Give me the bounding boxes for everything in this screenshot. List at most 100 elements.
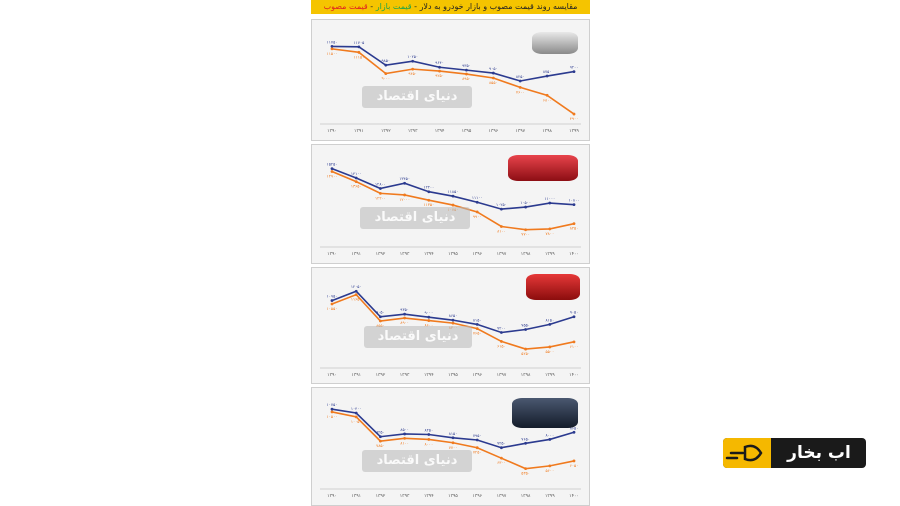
official-data-label: ۶۰۵۰ [570,463,579,468]
x-tick-label: ۱۳۹۷ [497,372,507,378]
x-tick-label: ۱۳۹۳ [400,493,410,499]
market-data-label: ۸۲۵۰ [516,74,525,79]
market-data-label: ۸۰۰۰ [546,432,555,437]
market-data-label: ۱۰۲۵۰ [496,202,507,207]
official-data-label: ۱۰۰۵۰ [351,419,362,424]
x-tick-label: ۱۳۹۵ [448,372,458,378]
market-data-label: ۱۱۸۵۰ [448,189,459,194]
market-data-label: ۱۱۷۰۵ [354,40,365,45]
logo-text: اب بخار [787,443,851,463]
market-series-line [331,45,575,82]
market-point [545,74,549,78]
official-data-label: ۸۱۰۰ [497,228,506,233]
header-title: مقایسه روند قیمت مصوب و بازار خودرو به د… [419,2,578,11]
official-data-label: ۱۲۰۰۰ [399,197,410,202]
official-point [427,438,431,441]
market-data-label: ۹۳۵۰ [400,307,409,312]
logo-mark-icon [723,438,771,468]
market-data-label: ۱۰۹۵۰ [327,294,338,299]
x-tick-label: ۱۳۹۶ [472,251,482,257]
market-point [572,203,576,207]
x-tick-label: ۱۳۹۰ [327,251,337,257]
official-point [427,319,431,322]
official-point [330,302,334,306]
x-tick-label: ۱۳۹۳ [400,251,410,257]
market-data-label: ۷۶۵۰ [521,436,530,441]
market-point [500,207,503,211]
market-data-label: ۸۱۵۰ [449,431,458,436]
x-tick-label: ۱۳۹۲ [376,251,386,257]
x-tick-label: ۱۳۹۰ [327,128,337,134]
market-data-label: ۸۲۵۰ [376,430,385,435]
official-data-label: ۴۹۰۰ [570,116,579,121]
market-point [427,190,431,194]
market-point [491,71,495,75]
ab-bokhar-logo: اب بخار [723,438,866,468]
official-data-label: ۵۳۵۰ [521,471,530,476]
official-data-label: ۶۱۵۰ [497,343,506,348]
x-tick-label: ۱۳۹۸ [521,251,531,257]
market-point [524,441,527,445]
market-point [330,44,334,48]
x-tick-label: ۱۳۹۹ [545,493,555,499]
official-point [545,93,549,97]
market-data-label: ۸۱۵۰ [473,317,482,322]
official-point [572,459,576,463]
official-data-label: ۸۹۰۰ [400,320,409,325]
official-data-label: ۸۴۵۰ [570,226,579,231]
chart-4-svg: ۱۳۹۰ ۱۳۹۱ ۱۳۹۲ ۱۳۹۳ ۱۳۹۴ ۱۳۹۵ ۱۳۹۶ ۱۳۹۷ ۱۳۹۸ ۱۳۹۹… [320,402,581,499]
x-tick-label: ۱۳۹۹ [545,251,555,257]
official-data-label: ۷۶۵۰ [473,331,482,336]
official-data-label: ۷۶۰۰ [516,89,525,94]
market-point [572,70,576,73]
official-point [403,193,406,197]
official-point [330,410,334,414]
official-data-label: ۷۲۵۰ [473,450,482,455]
official-point [548,345,552,349]
market-point [451,194,455,198]
x-tick-label: ۱۳۹۹ [569,128,579,134]
official-data-label: ۷۸۰۰ [546,231,555,236]
official-point [572,222,576,226]
market-point [451,436,455,440]
official-point [500,340,503,343]
official-point [524,347,527,351]
x-tick-label: ۱۳۹۳ [408,128,418,134]
x-tick-label: ۱۳۹۹ [545,372,555,378]
x-tick-label: ۱۳۹۸ [521,493,531,499]
market-point [475,323,479,326]
chart-panel-4: ۱۳۹۰ ۱۳۹۱ ۱۳۹۲ ۱۳۹۳ ۱۳۹۴ ۱۳۹۵ ۱۳۹۶ ۱۳۹۷ ۱۳۹۸ ۱۳۹۹… [311,387,590,506]
x-tick-label: ۱۳۹۲ [376,372,386,378]
official-point [357,50,361,54]
market-point [572,430,576,434]
official-data-label: ۸۰۰۰ [425,441,434,446]
official-data-label: ۱۱۱۵۰ [354,54,365,59]
x-tick-label: ۱۳۹۵ [448,251,458,257]
official-point [524,467,527,471]
x-tick-label: ۱۳۹۳ [400,372,410,378]
official-point [451,441,455,445]
official-data-label: ۵۶۰۰ [546,468,555,473]
official-point [354,293,358,297]
x-tick-label: ۱۳۹۴ [435,128,445,134]
legend-separator-2: - [367,2,376,11]
x-tick-label: ۱۳۹۵ [448,493,458,499]
market-data-label: ۱۱۱۰۰ [472,195,483,200]
official-point [403,316,406,320]
official-data-label: ۹۴۵۰ [408,71,417,76]
market-point [403,312,406,316]
market-data-label: ۷۹۵۰ [473,433,482,438]
official-data-label: ۹۲۵۰ [435,73,444,78]
market-data-label: ۱۰۷۵۰ [327,402,338,407]
market-data-label: ۱۱۷۵۰ [327,39,338,44]
x-tick-label: ۱۴۰۰ [569,373,579,378]
market-data-label: ۱۳۴۵۰ [399,176,410,181]
x-tick-label: ۱۳۹۷ [497,493,507,499]
chart-header: مقایسه روند قیمت مصوب و بازار خودرو به د… [311,0,590,14]
market-point [330,299,334,302]
watermark-1: دنیای اقتصاد [362,86,472,108]
market-point [330,407,334,411]
chart-panel-2: ۱۳۹۰ ۱۳۹۱ ۱۳۹۲ ۱۳۹۳ ۱۳۹۴ ۱۳۹۵ ۱۳۹۶ ۱۳۹۷ ۱۳۹۸ ۱۳۹۹… [311,144,590,264]
market-data-label: ۹۰۰۰ [425,310,434,315]
official-data-label: ۱۳۶۵۰ [351,184,362,189]
